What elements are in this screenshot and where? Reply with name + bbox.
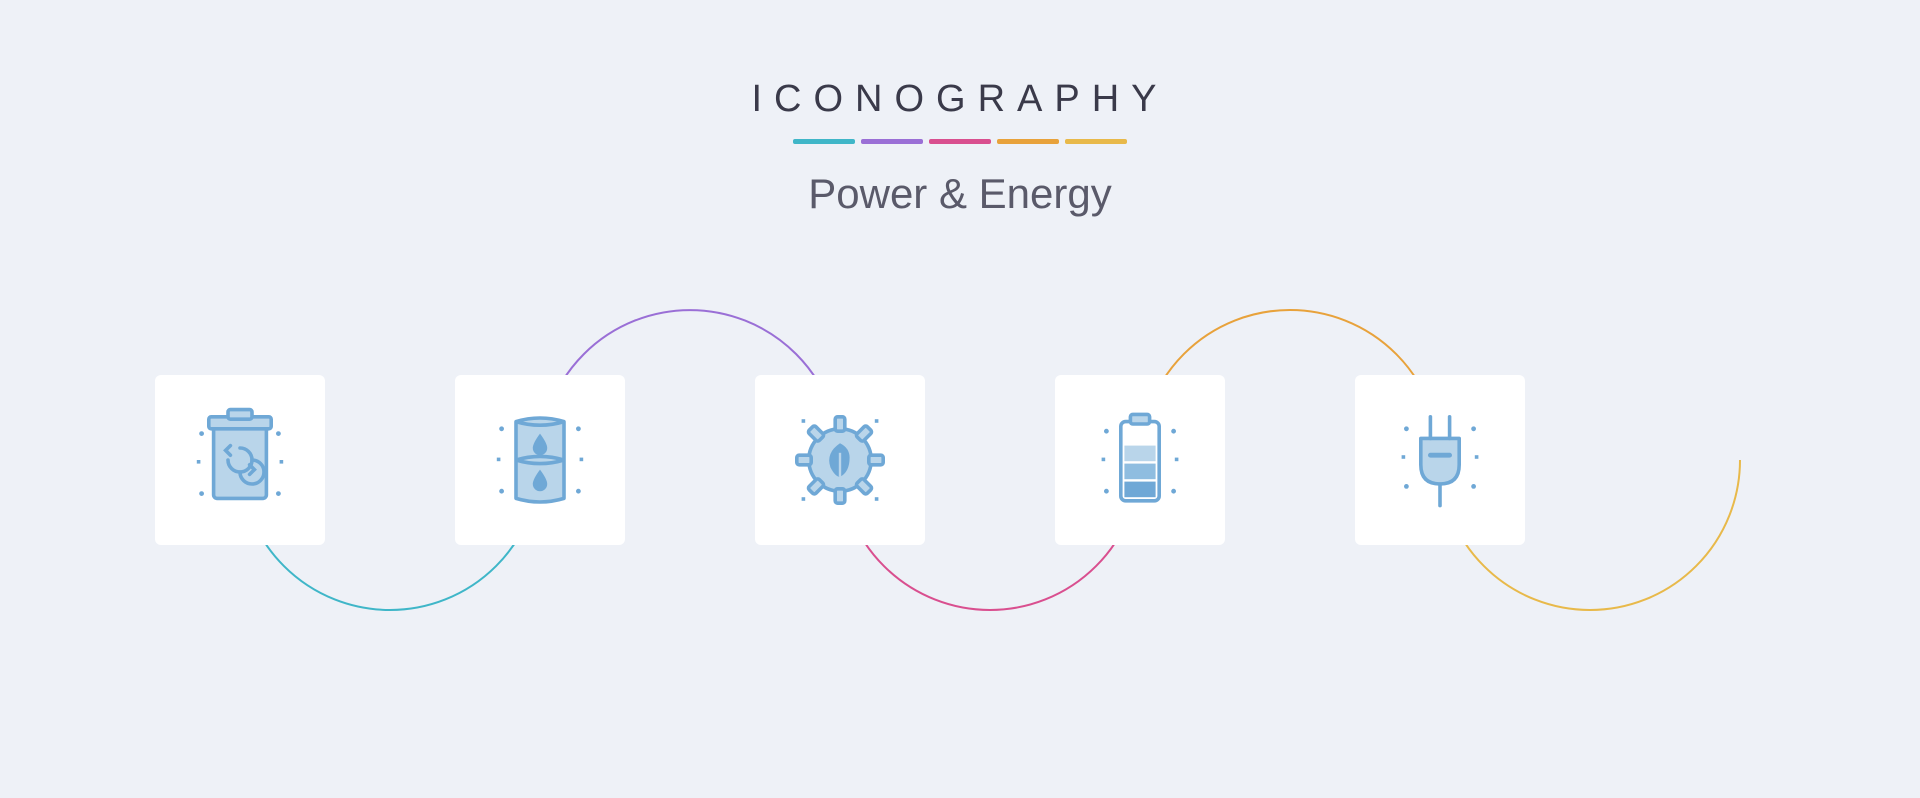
accent-bar [997, 139, 1059, 144]
icon-canvas [0, 280, 1920, 798]
icon-tile [755, 375, 925, 545]
header: ICONOGRAPHY Power & Energy [0, 0, 1920, 218]
brand-title: ICONOGRAPHY [0, 78, 1920, 121]
icon-tile [1055, 375, 1225, 545]
accent-bar [861, 139, 923, 144]
plug-icon [1380, 400, 1500, 520]
recycle-bin-icon [180, 400, 300, 520]
accent-bars [0, 139, 1920, 144]
icon-tile [455, 375, 625, 545]
battery-icon [1080, 400, 1200, 520]
accent-bar [793, 139, 855, 144]
icon-tile [155, 375, 325, 545]
accent-bar [1065, 139, 1127, 144]
subtitle: Power & Energy [0, 170, 1920, 218]
eco-gear-icon [780, 400, 900, 520]
oil-barrel-icon [480, 400, 600, 520]
accent-bar [929, 139, 991, 144]
icon-tile [1355, 375, 1525, 545]
